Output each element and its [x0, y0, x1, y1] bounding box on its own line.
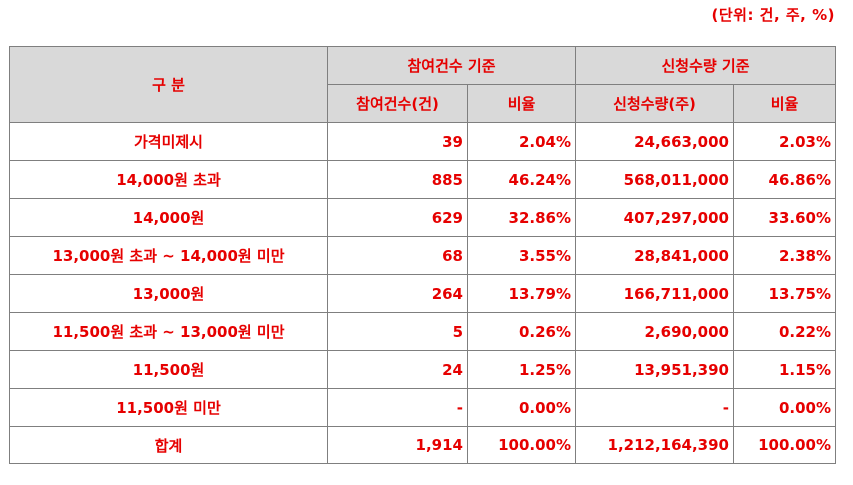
- table-row: 14,000원 629 32.86% 407,297,000 33.60%: [9, 198, 836, 237]
- table-row: 13,000원 초과 ~ 14,000원 미만 68 3.55% 28,841,…: [9, 236, 836, 275]
- quantity-cell: 2,690,000: [575, 312, 734, 351]
- row-label: 13,000원: [9, 274, 328, 313]
- count-column-header: 참여건수(건): [327, 84, 468, 123]
- row-label: 가격미제시: [9, 122, 328, 161]
- row-label: 11,500원 미만: [9, 388, 328, 427]
- row-label: 13,000원 초과 ~ 14,000원 미만: [9, 236, 328, 275]
- unit-note: (단위: 건, 주, %): [711, 6, 835, 24]
- table-row: 11,500원 미만 - 0.00% - 0.00%: [9, 388, 836, 427]
- count-ratio-cell: 1.25%: [467, 350, 576, 389]
- count-ratio-cell: 32.86%: [467, 198, 576, 237]
- count-ratio-cell: 2.04%: [467, 122, 576, 161]
- quantity-basis-header: 신청수량 기준: [575, 46, 836, 85]
- count-cell: 885: [327, 160, 468, 199]
- quantity-cell: 166,711,000: [575, 274, 734, 313]
- table-row: 11,500원 24 1.25% 13,951,390 1.15%: [9, 350, 836, 389]
- quantity-ratio-cell: 100.00%: [733, 426, 836, 464]
- table-row: 11,500원 초과 ~ 13,000원 미만 5 0.26% 2,690,00…: [9, 312, 836, 351]
- count-ratio-column-header: 비율: [467, 84, 576, 123]
- count-cell: -: [327, 388, 468, 427]
- count-cell: 1,914: [327, 426, 468, 464]
- count-ratio-cell: 0.00%: [467, 388, 576, 427]
- row-label: 14,000원 초과: [9, 160, 328, 199]
- quantity-cell: -: [575, 388, 734, 427]
- quantity-ratio-cell: 13.75%: [733, 274, 836, 313]
- table-row: 13,000원 264 13.79% 166,711,000 13.75%: [9, 274, 836, 313]
- count-ratio-cell: 0.26%: [467, 312, 576, 351]
- count-cell: 264: [327, 274, 468, 313]
- count-ratio-cell: 46.24%: [467, 160, 576, 199]
- count-cell: 5: [327, 312, 468, 351]
- quantity-ratio-cell: 0.22%: [733, 312, 836, 351]
- quantity-cell: 1,212,164,390: [575, 426, 734, 464]
- quantity-ratio-cell: 2.03%: [733, 122, 836, 161]
- row-label: 합계: [9, 426, 328, 464]
- quantity-cell: 28,841,000: [575, 236, 734, 275]
- table-row: 가격미제시 39 2.04% 24,663,000 2.03%: [9, 122, 836, 161]
- quantity-cell: 407,297,000: [575, 198, 734, 237]
- count-cell: 24: [327, 350, 468, 389]
- quantity-ratio-cell: 0.00%: [733, 388, 836, 427]
- count-ratio-cell: 100.00%: [467, 426, 576, 464]
- row-label: 11,500원: [9, 350, 328, 389]
- quantity-cell: 13,951,390: [575, 350, 734, 389]
- quantity-cell: 24,663,000: [575, 122, 734, 161]
- quantity-ratio-cell: 33.60%: [733, 198, 836, 237]
- count-cell: 629: [327, 198, 468, 237]
- quantity-column-header: 신청수량(주): [575, 84, 734, 123]
- count-cell: 68: [327, 236, 468, 275]
- quantity-ratio-column-header: 비율: [733, 84, 836, 123]
- count-cell: 39: [327, 122, 468, 161]
- table-row: 14,000원 초과 885 46.24% 568,011,000 46.86%: [9, 160, 836, 199]
- count-ratio-cell: 3.55%: [467, 236, 576, 275]
- quantity-ratio-cell: 2.38%: [733, 236, 836, 275]
- count-ratio-cell: 13.79%: [467, 274, 576, 313]
- quantity-cell: 568,011,000: [575, 160, 734, 199]
- quantity-ratio-cell: 46.86%: [733, 160, 836, 199]
- row-label: 14,000원: [9, 198, 328, 237]
- demand-forecast-table: 구 분 참여건수 기준 신청수량 기준 참여건수(건) 비율 신청수량(주) 비…: [9, 46, 836, 464]
- count-basis-header: 참여건수 기준: [327, 46, 576, 85]
- total-row: 합계 1,914 100.00% 1,212,164,390 100.00%: [9, 426, 836, 464]
- category-header: 구 분: [9, 46, 328, 123]
- quantity-ratio-cell: 1.15%: [733, 350, 836, 389]
- row-label: 11,500원 초과 ~ 13,000원 미만: [9, 312, 328, 351]
